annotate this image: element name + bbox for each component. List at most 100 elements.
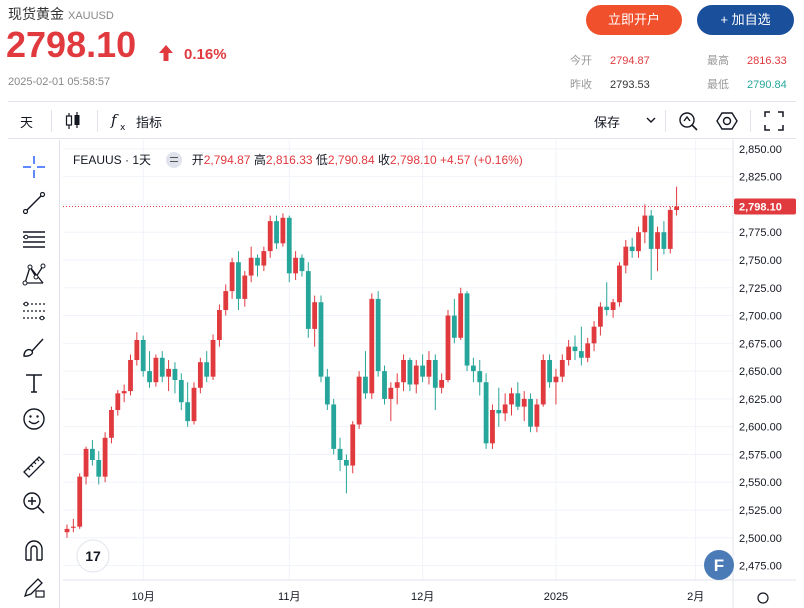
candle[interactable] <box>305 271 311 329</box>
candle[interactable] <box>64 528 70 533</box>
candles-icon[interactable] <box>64 111 82 131</box>
candle[interactable] <box>185 402 191 422</box>
candle[interactable] <box>134 340 140 360</box>
candle[interactable] <box>337 448 343 460</box>
candlestick-chart[interactable]: 2,475.00 2,500.00 2,525.00 2,550.00 2,575.00… <box>54 140 796 608</box>
open-account-button[interactable]: 立即开户 <box>586 5 682 35</box>
candle[interactable] <box>477 371 483 383</box>
function-icon[interactable]: f x <box>110 111 130 131</box>
candle[interactable] <box>483 382 489 444</box>
candle[interactable] <box>312 302 318 329</box>
candle[interactable] <box>369 298 375 394</box>
candle[interactable] <box>166 368 171 377</box>
candle[interactable] <box>509 393 514 405</box>
candle[interactable] <box>229 262 235 292</box>
candle[interactable] <box>655 232 660 249</box>
candle[interactable] <box>331 404 337 449</box>
candle[interactable] <box>70 526 76 528</box>
candle[interactable] <box>223 291 229 310</box>
candle[interactable] <box>255 257 260 266</box>
candle[interactable] <box>210 340 216 377</box>
candle[interactable] <box>267 221 273 252</box>
candle[interactable] <box>604 306 610 310</box>
zoom-in-icon[interactable] <box>21 490 47 516</box>
candle[interactable] <box>293 257 298 274</box>
add-watchlist-button[interactable]: + 加自选 <box>697 5 794 35</box>
candle[interactable] <box>598 306 603 327</box>
candle[interactable] <box>159 357 165 377</box>
indicators-button[interactable]: 指标 <box>136 115 163 130</box>
candle[interactable] <box>77 476 83 527</box>
candle[interactable] <box>356 376 362 425</box>
candle[interactable] <box>471 365 476 372</box>
candle[interactable] <box>375 298 381 372</box>
candle[interactable] <box>648 215 654 249</box>
brush-icon[interactable] <box>21 334 47 360</box>
fullscreen-icon[interactable] <box>764 111 784 131</box>
candle[interactable] <box>102 437 108 477</box>
candle[interactable] <box>502 404 508 414</box>
emoji-icon[interactable] <box>21 406 47 432</box>
axis-settings-icon[interactable] <box>757 592 769 604</box>
candle[interactable] <box>242 275 248 299</box>
candle[interactable] <box>153 357 159 383</box>
candle[interactable] <box>286 217 292 274</box>
fib-icon[interactable] <box>21 298 47 324</box>
legend-toggle-icon[interactable] <box>166 151 183 168</box>
candle[interactable] <box>236 262 241 299</box>
candle[interactable] <box>464 293 470 366</box>
candle[interactable] <box>350 424 356 466</box>
candle[interactable] <box>617 265 622 303</box>
candle[interactable] <box>363 376 368 394</box>
candle[interactable] <box>407 360 413 385</box>
candle[interactable] <box>591 326 597 344</box>
candle[interactable] <box>274 221 279 244</box>
candle[interactable] <box>445 315 451 380</box>
alert-icon[interactable] <box>677 110 699 132</box>
candle[interactable] <box>147 371 152 383</box>
text-icon[interactable] <box>21 370 47 396</box>
candle[interactable] <box>115 393 121 410</box>
candle[interactable] <box>197 362 203 388</box>
candle[interactable] <box>667 210 673 249</box>
candle[interactable] <box>426 360 432 377</box>
candle[interactable] <box>553 376 559 383</box>
magnet-icon[interactable] <box>21 538 47 564</box>
candle[interactable] <box>521 398 527 407</box>
candle[interactable] <box>121 391 127 394</box>
candle[interactable] <box>204 362 210 377</box>
candle[interactable] <box>109 410 114 438</box>
pattern-icon[interactable] <box>21 262 47 288</box>
interval-button[interactable]: 天 <box>20 115 34 130</box>
chart-area[interactable]: 2,475.00 2,500.00 2,525.00 2,550.00 2,575.00… <box>54 140 796 608</box>
candle[interactable] <box>585 343 591 358</box>
candle[interactable] <box>629 246 635 252</box>
candle[interactable] <box>566 346 572 360</box>
crosshair-icon[interactable] <box>21 154 47 180</box>
candle[interactable] <box>432 360 438 388</box>
candle[interactable] <box>394 382 400 388</box>
candle[interactable] <box>636 232 641 252</box>
ruler-icon[interactable] <box>21 454 47 480</box>
trend-line-icon[interactable] <box>21 190 47 216</box>
candle[interactable] <box>547 360 552 383</box>
candle[interactable] <box>528 398 533 427</box>
candle[interactable] <box>610 302 616 310</box>
candle[interactable] <box>578 351 584 358</box>
candle[interactable] <box>96 460 102 477</box>
candle[interactable] <box>90 448 95 460</box>
candle[interactable] <box>318 302 324 377</box>
candle[interactable] <box>382 371 387 399</box>
horizontal-lines-icon[interactable] <box>21 226 47 252</box>
candle[interactable] <box>299 257 305 272</box>
candle[interactable] <box>128 360 133 392</box>
candle[interactable] <box>261 251 267 266</box>
candle[interactable] <box>324 376 330 405</box>
candle[interactable] <box>217 310 222 340</box>
candle[interactable] <box>674 206 679 210</box>
candle[interactable] <box>451 315 457 338</box>
candle[interactable] <box>420 365 425 377</box>
candle[interactable] <box>413 365 419 385</box>
settings-icon[interactable] <box>716 110 738 132</box>
candle[interactable] <box>172 368 178 380</box>
